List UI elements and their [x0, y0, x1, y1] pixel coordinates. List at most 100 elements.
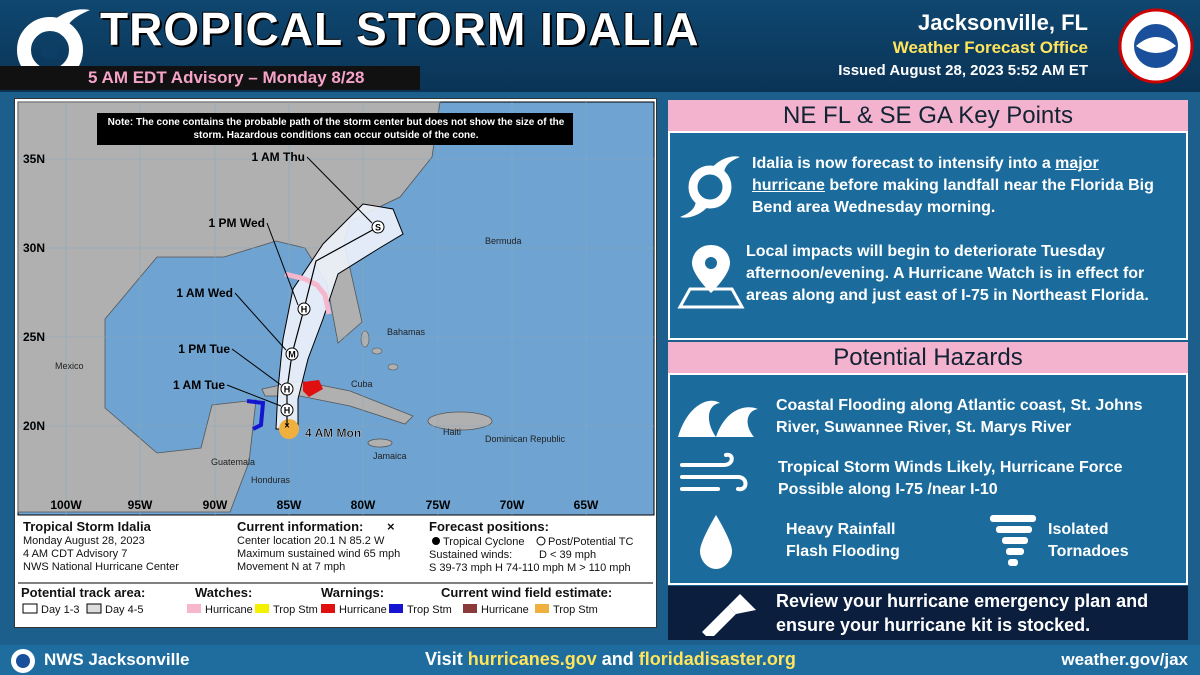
legend-text: NWS National Hurricane Center	[23, 561, 179, 573]
legend-text: Maximum sustained wind 65 mph	[237, 548, 400, 560]
forecast-map: × 4 AM Mon H 1 AM Tue H 1 PM Tue M 1 AM Wed H 1 P…	[17, 101, 655, 616]
header: TROPICAL STORM IDALIA 5 AM EDT Advisory …	[0, 0, 1200, 92]
forecast-point	[280, 382, 294, 396]
warning-yucatan	[246, 399, 266, 431]
point-time: 4 AM Mon	[305, 426, 361, 440]
longitude-label: 90W	[203, 498, 228, 512]
wave-icon	[678, 400, 758, 437]
rain-icon	[700, 515, 732, 569]
storm-name: Tropical Storm Idalia	[23, 519, 152, 534]
text: Visit	[425, 649, 468, 669]
legend-swatch	[321, 604, 335, 613]
longitude-label: 80W	[351, 498, 376, 512]
longitude-label: 75W	[426, 498, 451, 512]
longitude-label: 70W	[500, 498, 525, 512]
legend-swatch	[255, 604, 269, 613]
point-code: H	[301, 305, 308, 315]
hispaniola	[427, 411, 493, 431]
legend-text: Current wind field estimate:	[441, 585, 612, 600]
point-code: H	[284, 406, 291, 416]
footer-left: NWS Jacksonville	[44, 650, 190, 669]
title: TROPICAL STORM IDALIA	[100, 3, 700, 55]
legend-text: S 39-73 mph H 74-110 mph M > 110 mph	[429, 562, 631, 574]
place-label: Honduras	[251, 475, 291, 485]
office-name: Weather Forecast Office	[892, 38, 1088, 57]
legend-swatch	[535, 604, 549, 613]
flashlight-icon	[702, 594, 756, 636]
link[interactable]: hurricanes.gov	[467, 649, 597, 669]
longitude-label: 85W	[277, 498, 302, 512]
hazard: Isolated Tornadoes	[1048, 521, 1129, 560]
map-note: Note: The cone contains the probable pat…	[107, 117, 565, 141]
legend-text: Post/Potential TC	[548, 536, 633, 548]
legend-text: Trop Stm	[553, 604, 598, 616]
hazard: Tropical Storm Winds Likely, Hurricane F…	[778, 459, 1123, 498]
wind-field	[279, 419, 299, 439]
longitude-label: 100W	[50, 498, 82, 512]
text: Local impacts will begin to deteriorate …	[746, 243, 1149, 304]
latitude-label: 35N	[23, 152, 45, 166]
watch-coast	[284, 271, 332, 315]
place-label: Cuba	[351, 379, 373, 389]
legend-text: Potential track area:	[21, 585, 145, 600]
latitude-label: 30N	[23, 241, 45, 255]
key-point: Local impacts will begin to deteriorate …	[746, 241, 1176, 307]
legend-text: Current information:	[237, 519, 363, 534]
wind-icon	[680, 452, 748, 492]
legend-swatch	[463, 604, 477, 613]
map-panel: × 4 AM Mon H 1 AM Tue H 1 PM Tue M 1 AM Wed H 1 P…	[14, 98, 657, 628]
key-points-title: NE FL & SE GA Key Points	[668, 100, 1188, 131]
legend-dot	[432, 537, 440, 545]
legend-text: 4 AM CDT Advisory 7	[23, 548, 127, 560]
longitude-label: 95W	[128, 498, 153, 512]
footer: NWS Jacksonville Visit hurricanes.gov an…	[0, 645, 1200, 675]
text: before making landfall near the Florida …	[752, 177, 1154, 216]
legend-text: D < 39 mph	[539, 549, 596, 561]
leader-line	[306, 156, 373, 224]
legend-text: Tropical Cyclone	[443, 536, 525, 548]
legend-text: Movement N at 7 mph	[237, 561, 345, 573]
legend-text: Forecast positions:	[429, 519, 549, 534]
legend-swatch	[22, 603, 38, 614]
longitude-label: 65W	[574, 498, 599, 512]
legend-text: Center location 20.1 N 85.2 W	[237, 535, 385, 547]
legend-text: Day 1-3	[41, 604, 80, 616]
legend-text: Warnings:	[321, 585, 384, 600]
key-points: Idalia is now forecast to intensify into…	[668, 131, 1188, 340]
point-time: 1 PM Tue	[178, 342, 230, 356]
legend-swatch	[187, 604, 201, 613]
hazard: Coastal Flooding along Atlantic coast, S…	[776, 397, 1143, 436]
jamaica	[367, 438, 393, 448]
legend-text: Hurricane	[481, 604, 529, 616]
point-time: 1 AM Tue	[173, 378, 225, 392]
text: and	[596, 649, 639, 669]
leader-line	[266, 222, 299, 306]
forecast-point	[285, 347, 299, 361]
hazards-title: Potential Hazards	[668, 342, 1188, 373]
location-icon	[677, 245, 745, 309]
place-label: Guatemala	[211, 457, 255, 467]
legend-text: Trop Stm	[273, 604, 318, 616]
tornado-icon	[990, 515, 1036, 566]
point-code: ×	[284, 421, 289, 431]
point-time: 1 AM Wed	[176, 286, 233, 300]
reminder: Review your hurricane emergency plan and…	[668, 586, 1188, 640]
point-time: 1 PM Wed	[209, 216, 265, 230]
latitude-label: 25N	[23, 330, 45, 344]
legend-text: Watches:	[195, 585, 252, 600]
point-code: M	[288, 350, 296, 360]
graticule	[18, 102, 654, 515]
key-point: Idalia is now forecast to intensify into…	[752, 153, 1172, 219]
emphasis: major hurricane	[752, 155, 1099, 194]
text: Idalia is now forecast to intensify into…	[752, 155, 1056, 172]
footer-visit: Visit hurricanes.gov and floridadisaster…	[425, 649, 796, 670]
office-city: Jacksonville, FL	[918, 10, 1088, 35]
place-label: Jamaica	[373, 451, 407, 461]
nws-logo	[1118, 8, 1194, 84]
point-code: H	[284, 385, 291, 395]
hurricane-icon	[680, 156, 740, 218]
link[interactable]: floridadisaster.org	[638, 649, 796, 669]
footer-logo	[11, 649, 35, 673]
legend-text: Hurricane	[339, 604, 387, 616]
